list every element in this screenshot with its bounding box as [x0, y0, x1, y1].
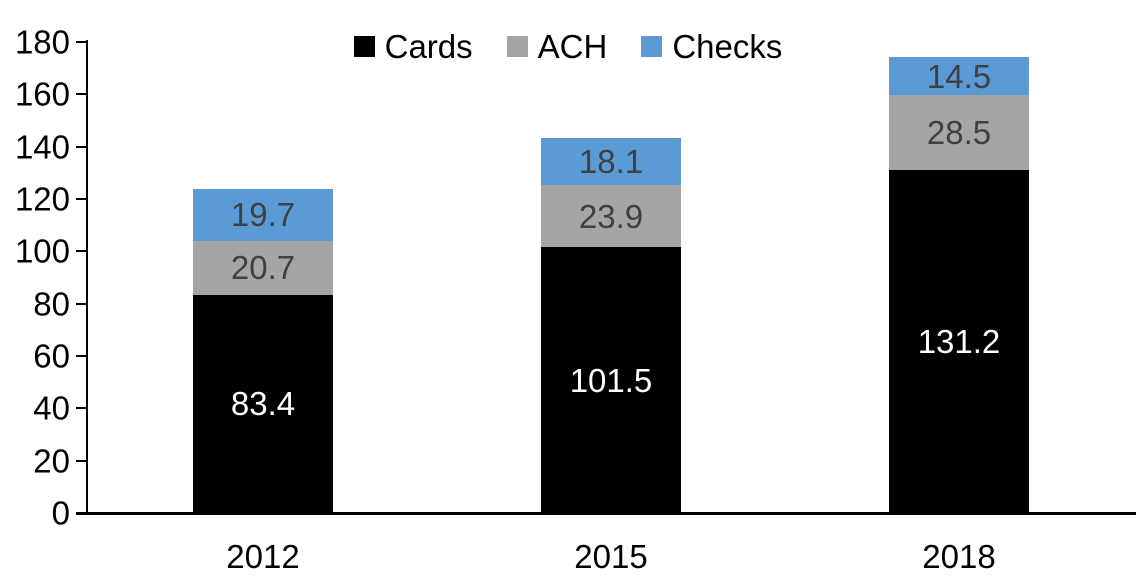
bar-2018-checks: 14.5 [889, 57, 1029, 96]
y-axis-tick [76, 407, 86, 410]
bar-2012-checks: 19.7 [193, 189, 333, 241]
y-tick-label: 40 [33, 389, 70, 427]
legend-label: Cards [384, 28, 473, 65]
y-tick-label: 180 [14, 23, 70, 61]
x-category-label: 2012 [226, 538, 300, 575]
legend-swatch-icon [353, 36, 375, 57]
y-axis-tick [76, 302, 86, 305]
y-tick-label: 140 [14, 128, 70, 166]
y-tick-label: 0 [51, 494, 70, 532]
bar-2012-cards: 83.4 [193, 294, 333, 513]
x-category-label: 2018 [922, 538, 996, 575]
bar-2012-ach: 20.7 [193, 240, 333, 295]
bar-2015-ach: 23.9 [541, 184, 681, 248]
bar-value-label: 18.1 [578, 142, 644, 180]
y-axis-tick [76, 145, 86, 148]
bar-2018-ach: 28.5 [889, 95, 1029, 170]
y-tick-label: 60 [33, 337, 70, 375]
legend-swatch-icon [641, 36, 663, 57]
bar-value-label: 19.7 [230, 196, 296, 234]
y-axis-tick [76, 355, 86, 357]
bar-value-label: 131.2 [917, 322, 1001, 360]
legend-swatch-icon [506, 36, 528, 57]
x-category-label: 2015 [574, 538, 648, 575]
y-axis-tick [76, 41, 86, 43]
legend-item-cards: Cards [353, 28, 473, 65]
bar-2018-cards: 131.2 [889, 169, 1029, 513]
bar-value-label: 83.4 [230, 385, 296, 423]
legend-label: ACH [537, 28, 608, 65]
x-axis-line [76, 512, 1136, 515]
y-axis-tick [76, 459, 86, 462]
bar-value-label: 23.9 [578, 197, 644, 235]
y-tick-label: 100 [14, 232, 70, 270]
y-axis-tick [76, 250, 86, 253]
bar-value-label: 14.5 [926, 57, 992, 95]
bar-value-label: 28.5 [926, 113, 992, 151]
y-tick-label: 20 [33, 442, 70, 480]
bar-2015-checks: 18.1 [541, 137, 681, 185]
legend-label: Checks [672, 28, 783, 65]
bar-value-label: 101.5 [569, 361, 653, 399]
y-axis-line [86, 40, 88, 515]
legend-item-ach: ACH [506, 28, 608, 65]
y-tick-label: 160 [14, 75, 70, 113]
y-axis-tick [76, 93, 86, 96]
bar-2015-cards: 101.5 [541, 247, 681, 513]
chart-legend: Cards ACH Checks [0, 30, 1136, 63]
y-tick-label: 120 [14, 180, 70, 218]
y-tick-label: 80 [33, 285, 70, 323]
legend-item-checks: Checks [641, 30, 782, 63]
bar-value-label: 20.7 [230, 249, 296, 287]
y-axis-tick [76, 198, 86, 200]
